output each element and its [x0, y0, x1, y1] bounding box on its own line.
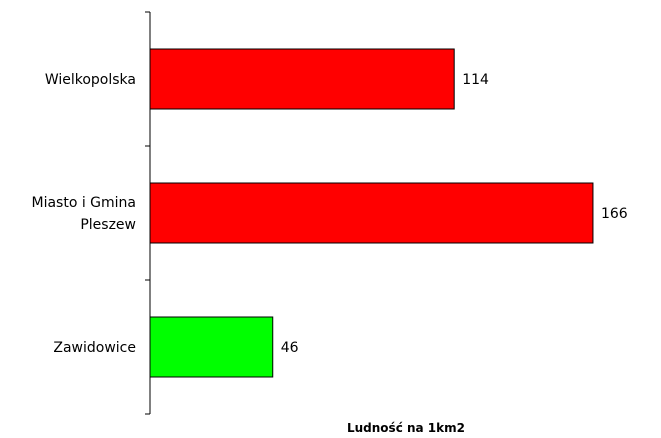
- bar: [149, 48, 455, 110]
- category-label: Wielkopolska: [45, 72, 136, 88]
- x-axis-label: Ludność na 1km2: [347, 421, 465, 435]
- axes: [145, 11, 151, 415]
- data-label: 166: [601, 206, 628, 222]
- labels: 114 Wielkopolska 166 Miasto i Gmina Pleszew 4…: [31, 72, 627, 356]
- bar: [149, 316, 274, 378]
- category-label: Pleszew: [80, 217, 136, 233]
- category-label: Miasto i Gmina: [31, 195, 136, 211]
- data-label: 46: [281, 340, 299, 356]
- bars: [149, 48, 594, 378]
- bar: [149, 182, 594, 244]
- data-label: 114: [462, 72, 489, 88]
- category-label: Zawidowice: [53, 340, 136, 356]
